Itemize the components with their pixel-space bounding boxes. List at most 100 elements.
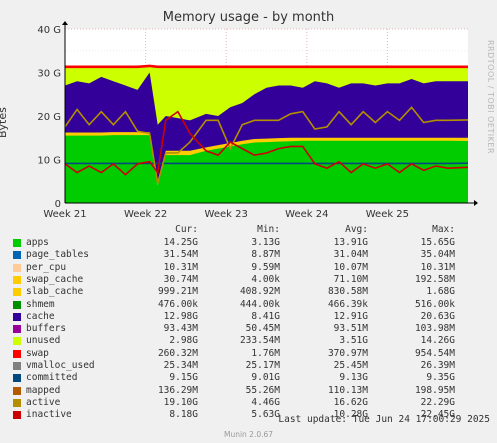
chart-title: Memory usage - by month [162,10,335,25]
x-tick-label: Week 23 [205,209,248,220]
legend-min-value: 233.54M [239,335,280,347]
legend-max-value: 22.45G [420,409,455,421]
legend-name: vmalloc_used [26,360,95,371]
legend-name: committed [26,372,78,384]
line-series [64,106,469,184]
legend-item-cache: cache 12.98G 8.41G 12.91G 20.63G [0,311,497,322]
legend-max-value: 35.04M [420,249,455,261]
legend-swatch [13,251,21,260]
legend-item-swap: swap 260.32M 1.76M 370.97M 954.54M [0,348,497,359]
legend-swatch [13,239,21,247]
legend-max-value: 26.39M [420,360,455,371]
legend-min-value: 8.87M [251,249,280,261]
legend-swatch [13,386,21,395]
legend-name: page_tables [26,249,89,261]
legend-swatch [13,337,21,346]
legend-avg-value: 3.51G [339,335,368,347]
legend-swatch [13,411,21,420]
legend-avg-value: 370.97M [327,347,368,359]
legend-avg-value: 71.10M [333,273,368,285]
legend-cur-value: 2.98G [169,335,198,347]
legend-cur-value: 8.18G [169,409,198,421]
legend-min-value: 1.76M [251,347,280,359]
col-min-header: Min: [257,224,280,235]
last-update: Last update: Tue Jun 24 17:00:29 2025 [278,414,490,425]
legend-header: Cur: Min: Avg: Max: [0,224,497,235]
legend-min-value: 4.46G [251,396,280,408]
legend-max-value: 14.26G [420,335,455,347]
legend-max-value: 516.00k [414,298,455,310]
legend-item-shmem: shmem 476.00k 444.00k 466.39k 516.00k [0,299,497,310]
legend-cur-value: 12.98G [163,310,198,322]
y-tick-labels: 0 10 G 20 G 30 G 40 G [37,25,61,210]
legend-avg-value: 25.45M [333,360,368,371]
legend-min-value: 408.92M [239,286,280,298]
y-tick-label: 0 [55,199,61,210]
line-active [64,106,469,184]
legend-item-committed: committed 9.15G 9.01G 9.13G 9.35G [0,372,497,383]
legend-cur-value: 9.15G [169,372,198,384]
legend-min-value: 55.26M [245,384,280,396]
legend-avg-value: 9.13G [339,372,368,384]
legend-swatch [13,312,21,321]
legend-max-value: 198.95M [414,384,455,396]
legend-cur-value: 19.10G [163,396,198,408]
legend-item-vmalloc-used: vmalloc_used 25.34M 25.17M 25.45M 26.39M [0,360,497,371]
x-tick-label: Week 21 [43,209,86,220]
legend-avg-value: 110.13M [327,384,368,396]
legend-cur-value: 14.25G [163,237,198,248]
legend-max-value: 954.54M [414,347,455,359]
legend-cur-value: 999.21M [157,286,198,298]
legend-item-inactive: inactive 8.18G 5.63G 10.28G 22.45G [0,409,497,420]
legend-max-value: 1.68G [426,286,455,298]
legend-min-value: 8.41G [251,310,280,322]
legend-swatch [13,362,21,370]
legend-avg-value: 12.91G [333,310,368,322]
legend-item-slab-cache: slab_cache 999.21M 408.92M 830.58M 1.68G [0,286,497,297]
x-tick-label: Week 24 [285,209,328,220]
legend-swatch [13,374,21,383]
legend-swatch [13,263,21,272]
legend-item-page-tables: page_tables 31.54M 8.87M 31.04M 35.04M [0,249,497,260]
legend-max-value: 9.35G [426,372,455,384]
legend-max-value: 103.98M [414,323,455,335]
munin-version: Munin 2.0.67 [223,430,274,439]
legend-min-value: 444.00k [239,298,280,310]
y-tick-label: 20 G [37,112,61,123]
legend-name: cache [26,310,55,322]
legend-cur-value: 136.29M [157,384,198,396]
line-inactive [64,110,469,176]
legend-avg-value: 830.58M [327,286,368,298]
legend-item-unused: unused 2.98G 233.54M 3.51G 14.26G [0,335,497,346]
legend-item-mapped: mapped 136.29M 55.26M 110.13M 198.95M [0,385,497,396]
legend-swatch [13,398,21,407]
legend-item-swap-cache: swap_cache 30.74M 4.00k 71.10M 192.58M [0,274,497,285]
legend-avg-value: 31.04M [333,249,368,261]
legend-cur-value: 93.43M [163,323,198,335]
area-apps [65,135,468,203]
legend-name: slab_cache [26,286,84,298]
legend-name: inactive [26,409,72,421]
legend-min-value: 25.17M [245,360,280,371]
legend-item-buffers: buffers 93.43M 50.45M 93.51M 103.98M [0,323,497,334]
rrdtool-credit: RRDTOOL / TOBI OETIKER [486,40,495,155]
legend-avg-value: 93.51M [333,323,368,335]
legend-cur-value: 260.32M [157,347,198,359]
y-tick-label: 40 G [37,25,61,36]
legend-avg-value: 466.39k [327,298,368,310]
legend-avg-value: 16.62G [333,396,368,408]
legend-swatch [13,288,21,297]
legend-avg-value: 13.91G [333,237,368,248]
legend-swatch [13,300,21,309]
legend-name: swap [26,347,49,359]
legend-name: buffers [26,323,67,335]
legend-swatch [13,275,21,284]
legend-min-value: 9.01G [251,372,280,384]
x-tick-label: Week 25 [366,209,409,220]
col-max-header: Max: [432,224,455,235]
legend-avg-value: 10.07M [333,261,368,273]
legend-max-value: 192.58M [414,273,455,285]
legend-name: unused [26,335,61,347]
y-tick-label: 30 G [37,69,61,80]
legend-max-value: 10.31M [420,261,455,273]
